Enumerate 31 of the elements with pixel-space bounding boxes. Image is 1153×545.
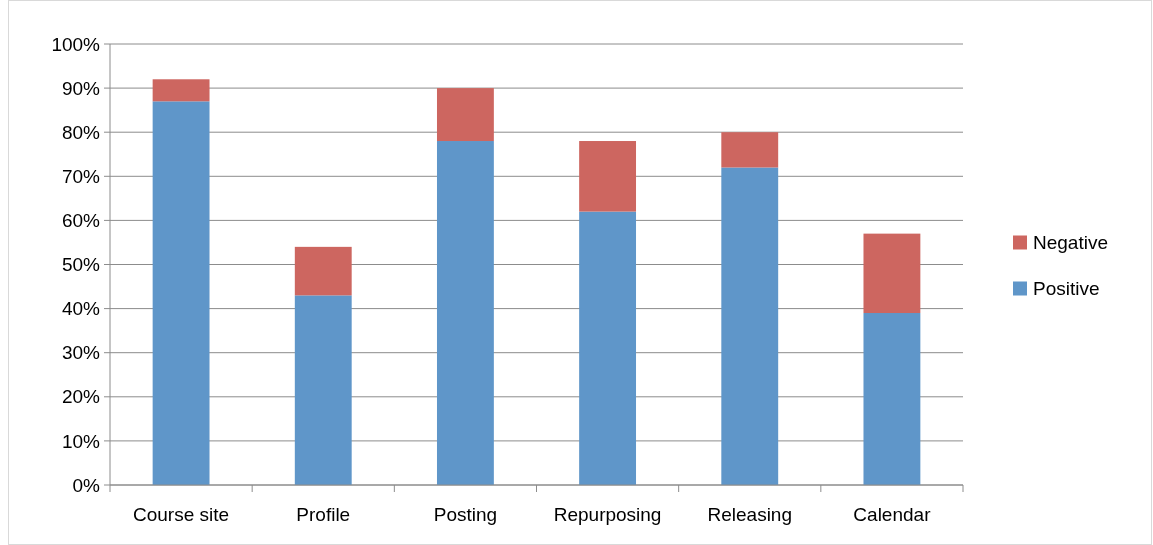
bar: [294, 246, 352, 296]
bar: [152, 101, 210, 485]
bar: [152, 79, 210, 102]
y-tick-label: 90%: [61, 77, 101, 99]
y-tick-label: 70%: [61, 165, 101, 187]
x-tick-label: Course site: [133, 504, 230, 525]
bar: [579, 141, 637, 212]
y-tick-label: 60%: [61, 210, 101, 232]
bar: [294, 295, 352, 485]
y-tick-label: 10%: [61, 430, 101, 452]
y-tick-label: 0%: [72, 474, 101, 496]
x-tick-label: Releasing: [707, 504, 792, 525]
bar: [863, 233, 921, 314]
legend-label: Negative: [1033, 232, 1108, 254]
bar: [863, 313, 921, 485]
legend-label: Positive: [1033, 278, 1100, 300]
bar: [721, 132, 779, 168]
x-tick-label: Posting: [433, 504, 498, 525]
bar: [579, 211, 637, 485]
x-tick-label: Repurposing: [553, 504, 662, 525]
y-tick-label: 80%: [61, 121, 101, 143]
bar: [436, 141, 494, 485]
bar: [721, 167, 779, 485]
y-tick-label: 30%: [61, 342, 101, 364]
bar: [436, 88, 494, 142]
y-tick-label: 20%: [61, 386, 101, 408]
x-tick-label: Calendar: [853, 504, 932, 525]
y-tick-label: 100%: [51, 33, 101, 55]
x-tick-label: Profile: [296, 504, 351, 525]
y-tick-label: 50%: [61, 254, 101, 276]
y-tick-label: 40%: [61, 298, 101, 320]
